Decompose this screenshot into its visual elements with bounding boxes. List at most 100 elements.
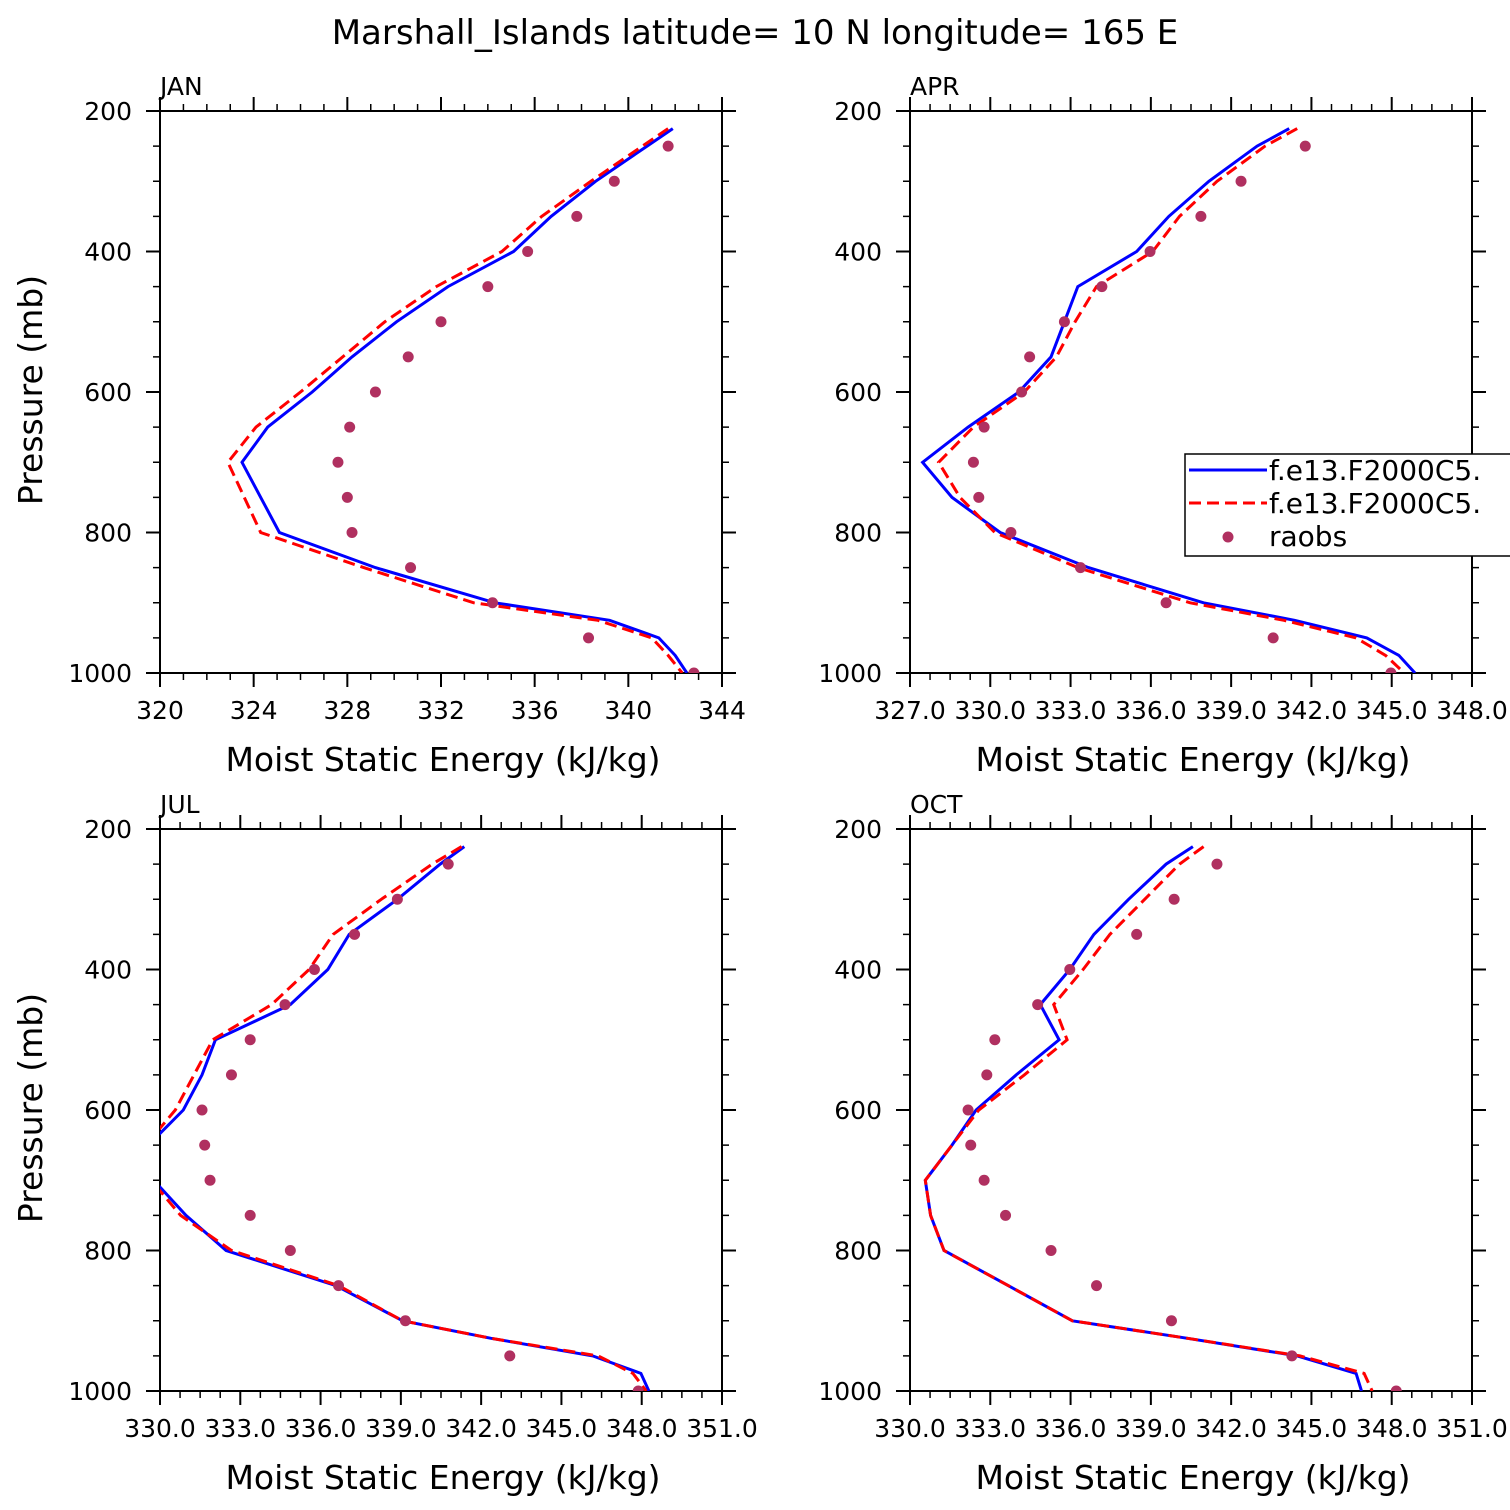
raobs-point: [199, 1139, 211, 1151]
raobs-point: [1074, 562, 1086, 574]
data-area: [923, 845, 1402, 1391]
raobs-point: [391, 893, 403, 905]
x-tick-label: 328: [323, 696, 371, 725]
raobs-point: [344, 421, 356, 433]
legend-marker: [1222, 531, 1234, 543]
x-tick-label: 344: [698, 696, 746, 725]
x-tick-label: 345.0: [1276, 1414, 1348, 1443]
x-ticks: 320 324 328 332 336 340 344: [136, 97, 746, 725]
y-axis-label: Pressure (mb): [11, 275, 50, 505]
x-tick-label: 336.0: [1115, 696, 1187, 725]
y-tick-label: 1000: [68, 1377, 132, 1406]
y-tick-label: 200: [834, 815, 882, 844]
raobs-point: [1211, 858, 1223, 870]
raobs-point: [962, 1104, 974, 1116]
x-tick-label: 327.0: [874, 696, 946, 725]
panel-label: JUL: [158, 790, 200, 819]
raobs-point: [1005, 527, 1017, 538]
series-model-b-line: [923, 845, 1374, 1391]
raobs-point: [196, 1104, 208, 1116]
x-tick-label: 340: [604, 696, 652, 725]
plot-frame: [159, 110, 723, 674]
raobs-point: [1144, 246, 1156, 257]
raobs-point: [1390, 1385, 1402, 1391]
x-tick-label: 336.0: [285, 1414, 357, 1443]
raobs-point: [688, 667, 700, 673]
raobs-point: [522, 246, 534, 257]
x-tick-label: 336.0: [1035, 1414, 1107, 1443]
x-tick-label: 320: [136, 696, 184, 725]
y-tick-label: 400: [834, 238, 882, 267]
x-tick-label: 351.0: [686, 1414, 758, 1443]
x-ticks: 330.0 333.0 336.0 339.0 342.0 345.0 348.0 351.0: [124, 815, 758, 1443]
panel-label: JAN: [158, 72, 203, 101]
panel-apr: APR 327.0 330.0 333.0 336.0 339.0 342.0 345.0 34…: [818, 72, 1507, 779]
y-tick-label: 1000: [818, 659, 882, 688]
legend-label: f.e13.F2000C5.: [1269, 487, 1481, 520]
x-ticks: 330.0 333.0 336.0 339.0 342.0 345.0 348.0 351.0: [874, 815, 1508, 1443]
x-axis-label: Moist Static Energy (kJ/kg): [225, 1458, 660, 1497]
panel-jul: JUL 330.0 333.0 336.0 339.0 342.0 345.0 348.0 35…: [11, 790, 758, 1497]
y-tick-label: 800: [84, 519, 132, 548]
series-model-b-line: [936, 127, 1406, 673]
series-raobs-points: [967, 140, 1397, 673]
x-tick-label: 345.0: [1356, 696, 1428, 725]
x-tick-label: 342.0: [1195, 1414, 1267, 1443]
x-tick-label: 345.0: [526, 1414, 598, 1443]
y-tick-label: 200: [834, 97, 882, 126]
raobs-point: [1024, 351, 1036, 363]
raobs-point: [1168, 893, 1180, 905]
x-tick-label: 330.0: [954, 696, 1026, 725]
y-ticks: 200 400 600 800 1000: [68, 97, 736, 688]
series-model-a-line: [920, 127, 1417, 673]
plot-frame: [909, 828, 1473, 1392]
x-tick-label: 330.0: [874, 1414, 946, 1443]
y-tick-label: 800: [834, 1237, 882, 1266]
raobs-point: [1016, 386, 1028, 398]
x-tick-label: 339.0: [365, 1414, 437, 1443]
raobs-point: [244, 1034, 256, 1046]
x-axis-label: Moist Static Energy (kJ/kg): [225, 740, 660, 779]
x-tick-label: 342.0: [445, 1414, 517, 1443]
raobs-point: [308, 964, 320, 975]
raobs-point: [279, 999, 291, 1011]
raobs-point: [1160, 597, 1172, 609]
legend-model-b: f.e13.F2000C5.: [1189, 487, 1481, 520]
x-tick-label: 333.0: [1035, 696, 1107, 725]
y-tick-label: 800: [84, 1237, 132, 1266]
y-axis-label: Pressure (mb): [11, 993, 50, 1223]
raobs-point: [989, 1034, 1001, 1046]
raobs-point: [1045, 1245, 1057, 1256]
raobs-point: [965, 1139, 977, 1151]
x-axis-label: Moist Static Energy (kJ/kg): [975, 740, 1410, 779]
raobs-point: [405, 562, 417, 574]
raobs-point: [341, 491, 353, 503]
legend: f.e13.F2000C5.f.e13.F2000C5.raobs: [1184, 453, 1510, 557]
raobs-point: [225, 1069, 237, 1081]
y-ticks: 200 400 600 800 1000: [818, 815, 1486, 1406]
raobs-point: [1131, 928, 1143, 940]
raobs-point: [1165, 1315, 1177, 1327]
y-tick-label: 1000: [818, 1377, 882, 1406]
data-area: [226, 127, 700, 673]
raobs-point: [608, 175, 620, 187]
raobs-point: [504, 1350, 516, 1362]
plot-frame: [159, 828, 723, 1392]
raobs-point: [978, 421, 990, 433]
series-model-a-line: [240, 127, 689, 673]
series-model-a-line: [923, 845, 1363, 1391]
series-raobs-points: [196, 858, 644, 1391]
y-tick-label: 600: [84, 378, 132, 407]
raobs-point: [583, 632, 595, 644]
raobs-point: [1286, 1350, 1298, 1362]
legend-label: raobs: [1269, 520, 1347, 553]
raobs-point: [632, 1385, 644, 1391]
raobs-point: [369, 386, 381, 398]
panel-oct: OCT 330.0 333.0 336.0 339.0 342.0 345.0 348.0 35…: [818, 790, 1507, 1497]
y-tick-label: 400: [834, 956, 882, 985]
y-ticks: 200 400 600 800 1000: [818, 97, 1486, 688]
x-tick-label: 351.0: [1436, 1414, 1508, 1443]
x-axis-label: Moist Static Energy (kJ/kg): [975, 1458, 1410, 1497]
figure-title: Marshall_Islands latitude= 10 N longitud…: [332, 13, 1179, 53]
raobs-point: [333, 1280, 345, 1292]
